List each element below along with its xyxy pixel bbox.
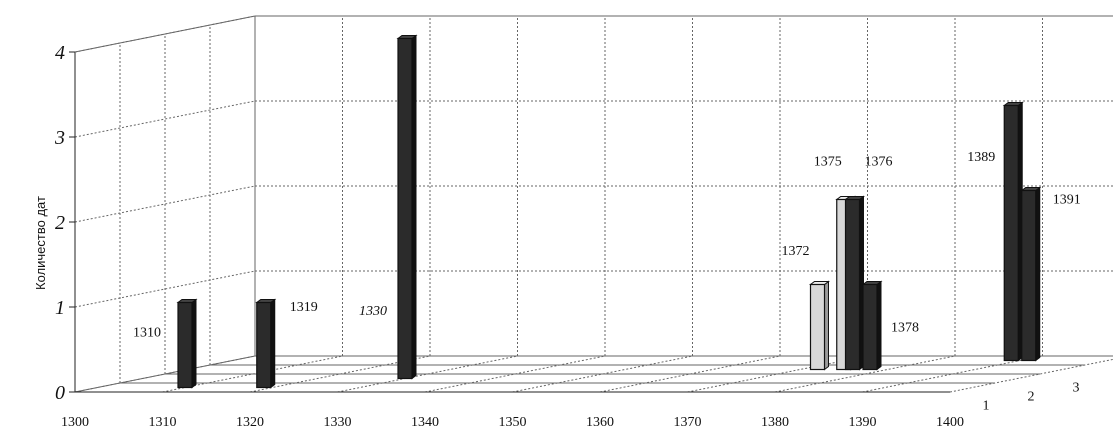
x-tick-label: 1360	[586, 415, 614, 430]
x-tick-label: 1320	[236, 415, 264, 430]
grid-layer	[69, 15, 1113, 393]
depth-tick-label: 1	[983, 399, 990, 414]
bar	[1002, 101, 1024, 362]
bar-front	[844, 198, 861, 371]
bar-side	[270, 298, 276, 389]
depth-tick-label: 2	[1028, 390, 1035, 405]
bar-data-label: 1372	[782, 244, 810, 259]
bar-side	[191, 298, 197, 389]
bar	[1020, 186, 1042, 362]
bar-data-label: 1310	[133, 326, 161, 341]
y-tick-label: 3	[54, 127, 65, 149]
x-tick-label: 1390	[849, 415, 877, 430]
floor-depth-line	[949, 358, 1113, 393]
bar-data-label: 1378	[891, 320, 919, 335]
bar-data-label: 1330	[359, 304, 387, 319]
floor-depth-line	[599, 355, 781, 393]
bar-front	[862, 283, 878, 371]
bar	[809, 280, 830, 371]
bar-front	[1021, 189, 1037, 362]
x-tick-label: 1340	[411, 415, 439, 430]
y-axis-label: Количество дат	[33, 196, 48, 290]
y-tick-label: 2	[55, 212, 65, 234]
x-tick-label: 1380	[761, 415, 789, 430]
y-tick-label: 4	[55, 42, 65, 64]
bar	[255, 298, 277, 389]
y-tick-label: 1	[55, 297, 65, 319]
bar-data-label: 1391	[1053, 192, 1081, 207]
x-tick-label: 1350	[499, 415, 527, 430]
label-layer: 0 1 2 3 4 1300 1310 1320 1330 1340 1350 1360 1370 138…	[54, 42, 1081, 430]
bar-data-label: 1376	[865, 155, 893, 170]
x-tick-label: 1300	[61, 415, 89, 430]
floor-depth-line	[862, 355, 1043, 393]
side-wall-gridline	[74, 185, 256, 223]
bar-front	[177, 301, 193, 389]
x-tick-label: 1310	[149, 415, 177, 430]
y-tick-label: 0	[55, 382, 65, 404]
x-tick-label: 1400	[936, 415, 964, 430]
depth-tick-label: 3	[1073, 381, 1080, 396]
floor-depth-line	[512, 355, 693, 393]
floor-layer	[74, 355, 1113, 393]
bar-front	[809, 283, 826, 371]
side-wall-top	[74, 15, 256, 53]
floor-depth-line	[74, 355, 256, 393]
bar-data-label: 1319	[290, 300, 318, 315]
side-wall-gridline	[74, 100, 256, 138]
bar-data-label: 1389	[967, 150, 995, 165]
bar-front	[1003, 104, 1019, 362]
bar-layer	[176, 34, 1042, 389]
floor-depth-line	[337, 355, 518, 393]
floor-depth-line	[774, 355, 956, 393]
bar-data-label: 1375	[814, 155, 842, 170]
floor-depth-line	[424, 355, 606, 393]
bar-front	[397, 37, 413, 380]
bar-side	[411, 34, 417, 380]
bar	[861, 280, 883, 371]
x-tick-label: 1330	[324, 415, 352, 430]
bar	[844, 195, 865, 371]
bar-front	[256, 301, 272, 389]
bar	[396, 34, 418, 380]
x-tick-label: 1370	[674, 415, 702, 430]
floor-depth-line	[162, 355, 343, 393]
side-wall-gridline	[74, 270, 256, 308]
bar	[176, 298, 198, 389]
